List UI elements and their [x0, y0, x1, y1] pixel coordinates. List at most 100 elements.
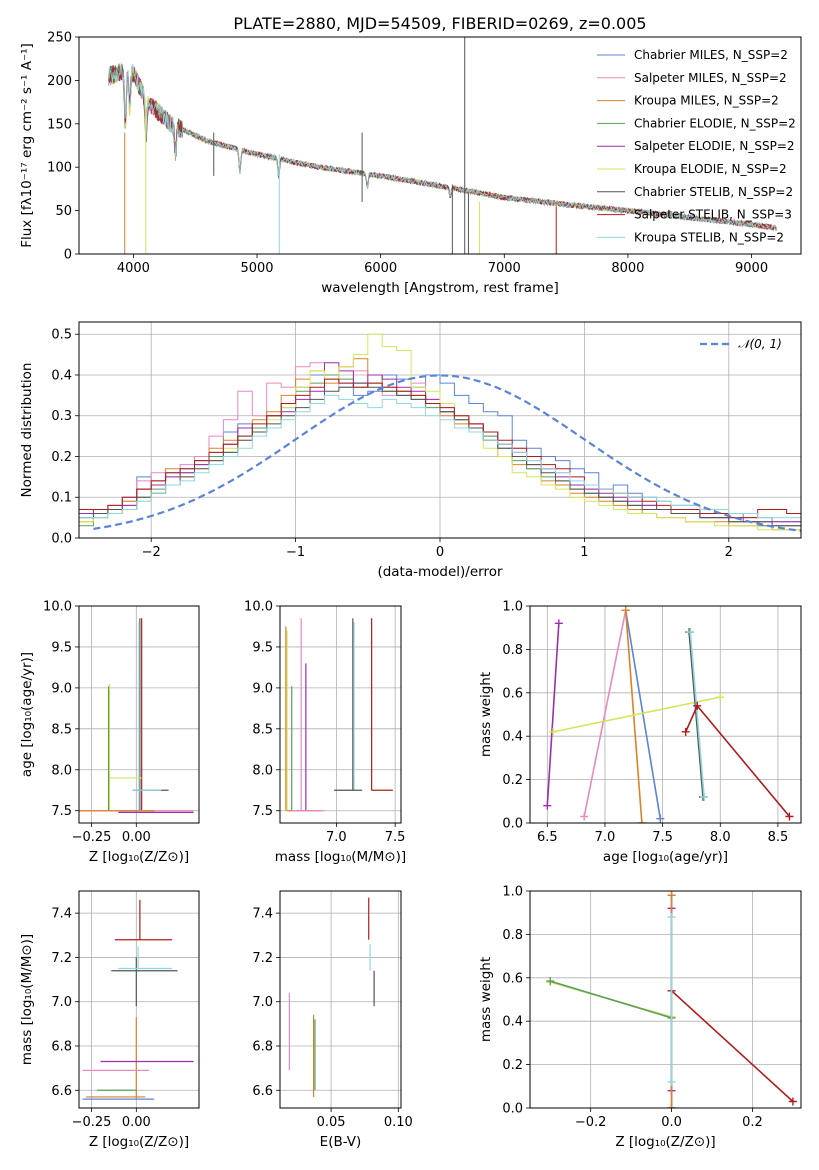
axes-frame [78, 605, 200, 824]
x-tick-label: 0.05 [317, 1115, 346, 1130]
x-tick-label: 0.00 [122, 1115, 151, 1130]
x-axis-label: (data-model)/error [377, 564, 503, 580]
x-tick-label: 7000 [488, 261, 521, 276]
axes-frame [529, 605, 802, 824]
x-axis-label: mass [log₁₀(M/M⊙)] [275, 849, 406, 865]
x-tick-label: 0.00 [122, 830, 151, 845]
weight-line-5 [688, 631, 704, 798]
y-tick-label: 0.4 [502, 1015, 523, 1030]
plot-area [79, 333, 801, 532]
x-tick-label: 0.2 [742, 1115, 763, 1130]
x-tick-label: 6000 [364, 261, 397, 276]
x-tick-label: 2 [725, 545, 733, 560]
y-axis-label: mass weight [478, 957, 494, 1042]
legend-label-gaussian: 𝒩(0, 1) [738, 337, 782, 351]
x-tick-label: −0.25 [72, 830, 112, 845]
y-tick-label: 0 [64, 248, 72, 263]
weight-point-marker [580, 812, 589, 821]
x-axis-label: Z [log₁₀(Z/Z⊙)] [89, 1134, 189, 1150]
y-tick-label: 0.2 [502, 1058, 523, 1073]
y-tick-label: 7.2 [51, 951, 72, 966]
x-tick-label: 8.0 [710, 830, 731, 845]
plot-area [285, 618, 393, 812]
weight-point-marker [549, 727, 558, 736]
x-tick-label: 0.10 [384, 1115, 413, 1130]
weight-point-marker [693, 701, 702, 710]
weight-line-0 [624, 610, 662, 819]
axes-frame [78, 321, 802, 539]
x-tick-label: 7.5 [385, 830, 406, 845]
axes-frame [78, 36, 802, 255]
y-tick-label: 200 [47, 74, 72, 89]
legend-label-6: Chabrier STELIB, N_SSP=2 [634, 185, 793, 199]
residual-histogram-8 [79, 394, 801, 519]
y-tick-label: 6.6 [51, 1084, 72, 1099]
y-tick-label: 9.0 [252, 681, 273, 696]
weight-point-marker [785, 812, 794, 821]
chart-title: PLATE=2880, MJD=54509, FIBERID=0269, z=0… [233, 14, 646, 33]
x-axis-label: Z [log₁₀(Z/Z⊙)] [89, 849, 189, 865]
residuals-panel: −2 −1 0 1 2 0.0 0.1 0.2 0.3 0.4 0.5 (data-model)/er… [19, 321, 802, 580]
weight-point-marker [546, 977, 555, 986]
legend-label-0: Chabrier MILES, N_SSP=2 [634, 48, 788, 62]
y-tick-label: 9.5 [51, 640, 72, 655]
y-tick-label: 8.0 [252, 763, 273, 778]
plot-area [79, 618, 194, 813]
legend-label-5: Kroupa ELODIE, N_SSP=2 [634, 162, 787, 176]
y-axis-label: Flux [fλ10⁻¹⁷ erg cm⁻² s⁻¹ A⁻¹] [19, 43, 35, 248]
y-tick-label: 7.2 [252, 951, 273, 966]
x-axis-label: Z [log₁₀(Z/Z⊙)] [615, 1134, 715, 1150]
x-tick-label: 1 [580, 545, 588, 560]
axes-frame [279, 890, 402, 1109]
x-tick-label: 8.5 [768, 830, 789, 845]
x-tick-label: 7.0 [326, 830, 347, 845]
y-tick-label: 0.6 [502, 686, 523, 701]
weight-line-2 [624, 610, 643, 823]
y-tick-label: 0.8 [502, 928, 523, 943]
y-tick-label: 50 [55, 204, 72, 219]
x-tick-label: 8000 [611, 261, 644, 276]
weight-point-marker [686, 628, 695, 637]
y-tick-label: 9.0 [51, 681, 72, 696]
y-tick-label: 6.8 [252, 1040, 273, 1055]
y-tick-label: 7.0 [51, 995, 72, 1010]
mass-vs-metallicity-panel: −0.25 0.00 6.6 6.8 7.0 7.2 7.4 Z [log₁₀(Z/Z⊙)] m… [19, 890, 200, 1150]
y-tick-label: 0.2 [51, 450, 72, 465]
weight-point-marker [637, 819, 646, 823]
weight-point-marker [681, 727, 690, 736]
axes-frame [78, 890, 200, 1109]
y-tick-label: 7.5 [51, 804, 72, 819]
y-tick-label: 0.0 [502, 817, 523, 832]
y-tick-label: 0.1 [51, 491, 72, 506]
age-vs-mass-panel: 7.0 7.5 7.5 8.0 8.5 9.0 9.5 10.0 mass [log₁₀(M/M… [244, 600, 406, 866]
gaussian-reference-line [93, 374, 801, 532]
y-tick-label: 0.0 [51, 532, 72, 547]
legend-label-2: Kroupa MILES, N_SSP=2 [634, 94, 779, 108]
y-tick-label: 10.0 [244, 600, 273, 615]
y-tick-label: 250 [47, 31, 72, 46]
weight-point-marker [656, 814, 665, 823]
axes-frame [529, 890, 802, 1109]
y-tick-label: 0.3 [51, 409, 72, 424]
y-tick-label: 8.5 [51, 722, 72, 737]
weight-point-marker [716, 693, 725, 702]
y-tick-label: 0.0 [502, 1102, 523, 1117]
plot-area [108, 37, 777, 254]
weight-point-marker [621, 606, 630, 615]
x-tick-label: −1 [286, 545, 305, 560]
spectrum-line-8 [108, 63, 777, 231]
plot-area [543, 606, 794, 823]
plot-area [288, 897, 375, 1097]
plot-area [82, 899, 194, 1100]
legend-label-4: Salpeter ELODIE, N_SSP=2 [634, 139, 795, 153]
y-tick-label: 8.0 [51, 763, 72, 778]
axes-frame [279, 605, 402, 824]
weight-point-marker [667, 1077, 676, 1086]
weight-point-marker [554, 619, 563, 628]
x-tick-label: 6.5 [537, 830, 558, 845]
weight-line-1 [583, 610, 627, 817]
y-axis-label: Normed distribution [19, 363, 35, 498]
x-tick-label: −0.2 [575, 1115, 607, 1130]
x-tick-label: 7.0 [595, 830, 616, 845]
